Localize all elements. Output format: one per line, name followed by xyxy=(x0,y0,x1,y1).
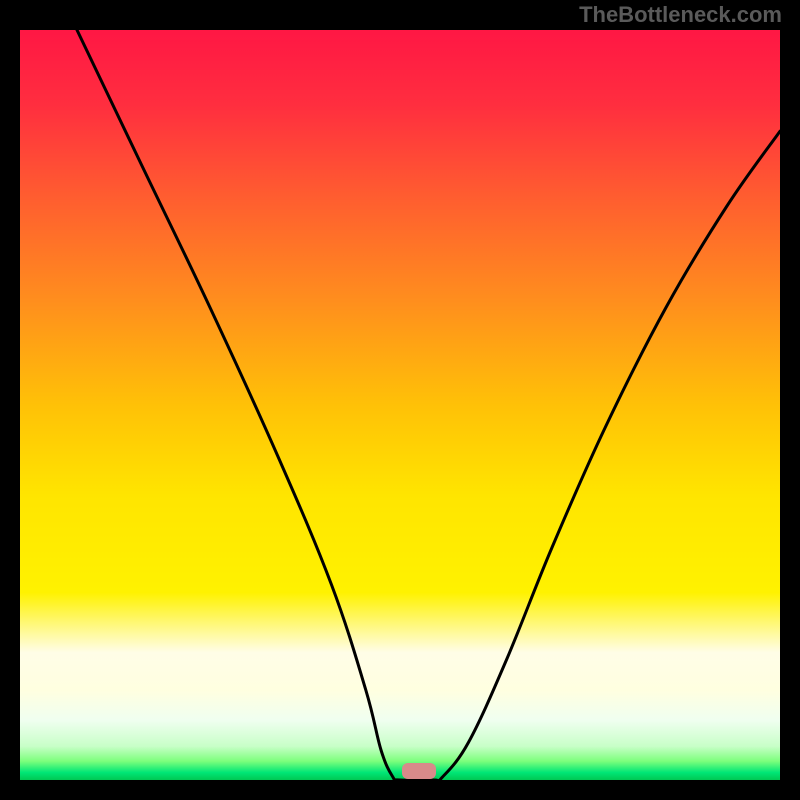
chart-container: TheBottleneck.com xyxy=(0,0,800,800)
plot-area xyxy=(20,30,780,780)
watermark-text: TheBottleneck.com xyxy=(579,2,782,28)
optimum-marker xyxy=(402,763,436,779)
bottleneck-curve xyxy=(20,30,780,780)
